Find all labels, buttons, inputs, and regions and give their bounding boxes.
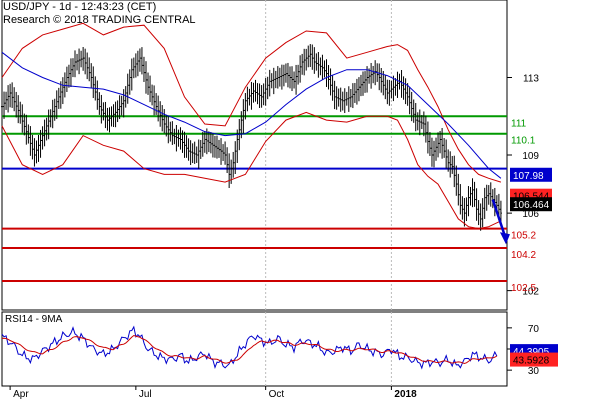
bollinger-lower-line: [1, 111, 502, 230]
price-tick-label: 106: [522, 209, 539, 220]
rsi-tick-label: 70: [528, 324, 540, 335]
level-label-111: 111: [511, 118, 527, 129]
price-tag-label-106.544: 106.544: [513, 192, 550, 203]
price-tag-label-107.98: 107.98: [513, 171, 544, 182]
rsi-panel-frame: [1, 311, 508, 387]
bollinger-upper-line: [1, 22, 502, 183]
price-panel-frame: [1, 0, 508, 311]
forecast-arrow-head: [499, 232, 510, 245]
rsi-tag-label-43.5928: 43.5928: [513, 356, 550, 367]
price-tag-label-106.464: 106.464: [513, 200, 550, 211]
level-label-104.2: 104.2: [511, 250, 536, 261]
rsi-tick-label: 30: [528, 366, 540, 377]
price-tag-106.464: [510, 197, 552, 212]
level-label-110.1: 110.1: [511, 136, 536, 147]
time-tick-label: Apr: [13, 389, 29, 400]
forecast-arrow-shaft: [491, 199, 507, 237]
price-tick-label: 113: [523, 74, 539, 85]
chart-symbol-header: USD/JPY - 1d - 12:43:23 (CET): [3, 1, 157, 13]
rsi-tag-43.5928: [510, 352, 558, 367]
rsi-series-RSI14: [1, 325, 498, 370]
rsi-panel-title: RSI14 - 9MA: [5, 314, 63, 325]
time-tick-label: Jul: [139, 389, 152, 400]
rsi-series-9MA: [1, 334, 498, 365]
level-label-105.2: 105.2: [511, 231, 536, 242]
time-tick-label: Oct: [269, 389, 285, 400]
level-label-102.5: 102.5: [511, 283, 536, 294]
price-tag-107.98: [510, 167, 552, 182]
price-tick-label: 102: [522, 287, 539, 298]
moving-average-line: [1, 51, 502, 179]
chart-research-credit: Research © 2018 TRADING CENTRAL: [3, 14, 196, 26]
price-tick-label: 109: [522, 151, 539, 162]
time-tick-label: 2018: [394, 389, 417, 400]
